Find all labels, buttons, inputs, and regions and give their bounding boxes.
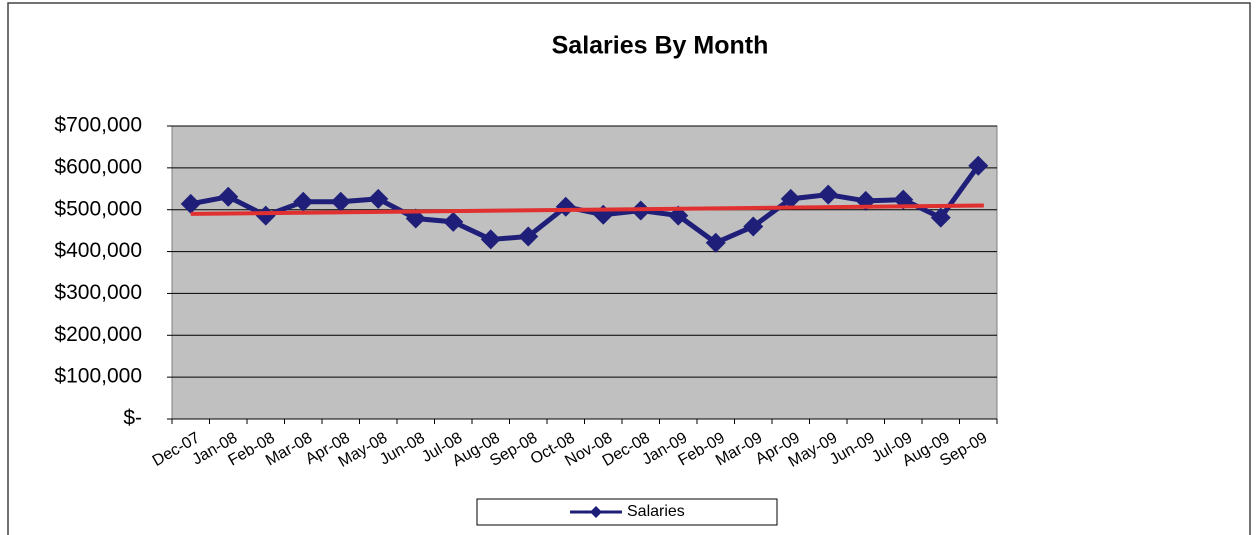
marker (368, 188, 389, 209)
y-tick-label: $100,000 (54, 365, 142, 388)
marker (968, 155, 989, 176)
marker (180, 193, 201, 214)
marker (818, 184, 839, 205)
legend-label: Salaries (627, 503, 685, 520)
marker (218, 186, 239, 207)
marker (743, 216, 764, 237)
marker (443, 211, 464, 232)
legend-marker (590, 506, 602, 518)
marker (330, 191, 351, 212)
y-tick-label: $- (123, 407, 142, 430)
marker (518, 226, 539, 247)
chart-border (7, 2, 1251, 535)
trendline (190, 203, 984, 216)
y-tick-label: $200,000 (54, 323, 142, 346)
y-tick-label: $600,000 (54, 155, 142, 178)
y-tick-label: $300,000 (54, 281, 142, 304)
chart-title: Salaries By Month (552, 32, 769, 60)
marker (293, 191, 314, 212)
y-tick-label: $500,000 (54, 197, 142, 220)
marker (930, 207, 951, 228)
plot-area (171, 125, 998, 420)
marker (780, 188, 801, 209)
y-tick-label: $400,000 (54, 239, 142, 262)
marker (480, 229, 501, 250)
y-tick-label: $700,000 (54, 114, 142, 137)
legend-box (476, 498, 778, 526)
marker (255, 205, 276, 226)
marker (705, 232, 726, 253)
